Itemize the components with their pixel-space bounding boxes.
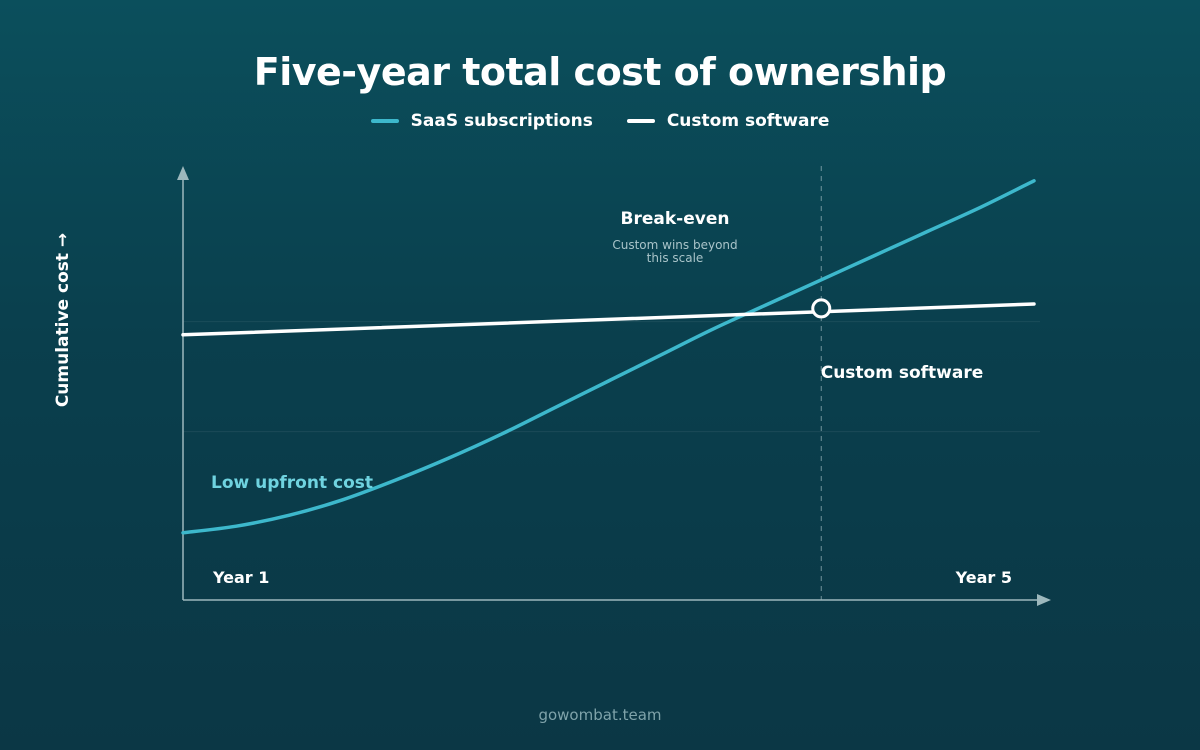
series-line-custom [181,302,1036,337]
annotation-low-upfront-cost: Low upfront cost [211,473,373,493]
series-line-saas [181,179,1036,535]
legend-label-saas: SaaS subscriptions [410,111,593,131]
chart-title: Five-year total cost of ownership [253,50,947,94]
footer-brand: gowombat.team [538,706,662,724]
annotation-custom-software: Custom software [821,363,984,383]
x-tick-label-year-5: Year 5 [955,568,1012,587]
legend-swatch-custom [626,119,655,123]
legend: SaaS subscriptions Custom software [0,111,1200,131]
break-even-point [811,298,832,319]
legend-entry-custom: Custom software [626,111,830,131]
x-tick-label-year-1: Year 1 [212,568,269,587]
break-even-title: Break-even [621,209,730,229]
break-even-note-line-2: this scale [647,251,704,265]
y-axis-arrow [177,166,189,180]
legend-label-custom: Custom software [666,111,830,131]
x-axis-arrow [1037,594,1051,606]
legend-entry-saas: SaaS subscriptions [370,111,593,131]
legend-swatch-saas [370,119,399,123]
break-even-note-line-1: Custom wins beyond [612,238,737,252]
